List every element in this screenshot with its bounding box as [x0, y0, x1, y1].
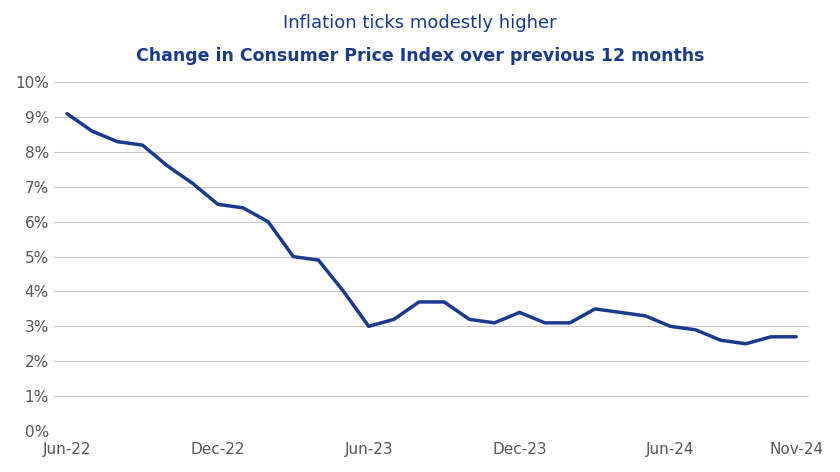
Title: Inflation ticks modestly higher
Change in Consumer Price Index over previous 12 : Inflation ticks modestly higher Change i…	[0, 471, 1, 472]
Text: Inflation ticks modestly higher: Inflation ticks modestly higher	[283, 14, 557, 32]
Text: Change in Consumer Price Index over previous 12 months: Change in Consumer Price Index over prev…	[136, 47, 704, 65]
